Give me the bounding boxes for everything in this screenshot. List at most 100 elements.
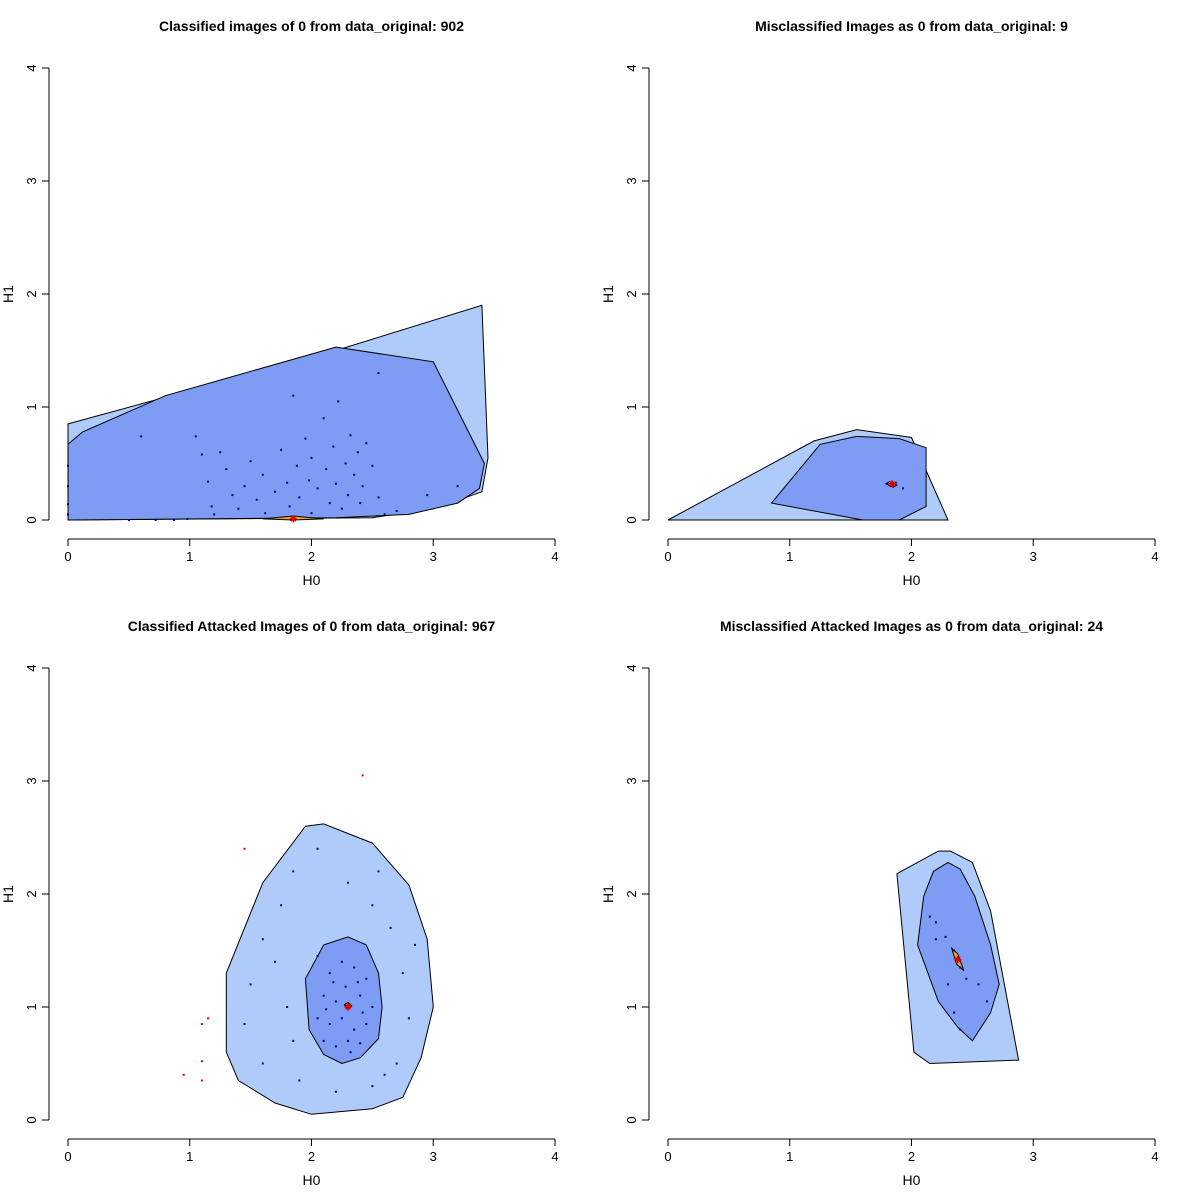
x-axis-label: H0: [303, 1172, 321, 1188]
data-point: [359, 994, 362, 997]
data-point: [377, 496, 380, 499]
data-point: [365, 1023, 368, 1025]
data-point: [207, 480, 209, 483]
data-point: [959, 1028, 962, 1031]
data-point: [377, 870, 380, 873]
x-tick-label: 2: [308, 1149, 315, 1164]
middle-region: [304, 936, 383, 1065]
outlier-point: [182, 1073, 185, 1076]
data-point: [414, 943, 416, 946]
y-tick-label: 2: [624, 890, 639, 897]
plot-title: Misclassified Attacked Images as 0 from …: [720, 618, 1103, 634]
y-tick-label: 4: [24, 664, 39, 671]
data-point: [172, 519, 175, 521]
median-marker: [889, 480, 895, 487]
data-point: [377, 372, 380, 375]
outlier-point: [243, 847, 246, 850]
y-tick-label: 4: [24, 64, 39, 71]
data-point: [286, 481, 289, 484]
data-point: [140, 435, 143, 438]
x-tick-label: 2: [908, 549, 915, 564]
x-axis-label: H0: [903, 572, 921, 588]
data-point: [389, 926, 392, 929]
data-point: [249, 983, 252, 986]
x-tick-label: 2: [908, 1149, 915, 1164]
data-point: [255, 498, 258, 501]
data-point: [334, 1045, 337, 1048]
middle-region: [67, 346, 485, 521]
data-point: [340, 1017, 343, 1020]
data-point: [295, 464, 298, 467]
plot-title: Classified images of 0 from data_origina…: [159, 18, 464, 34]
y-tick-label: 1: [624, 403, 639, 410]
x-tick-label: 2: [308, 549, 315, 564]
y-tick-label: 1: [624, 1003, 639, 1010]
data-point: [243, 1023, 246, 1025]
data-point: [353, 1028, 356, 1031]
data-point: [344, 985, 347, 988]
x-tick-label: 4: [551, 549, 558, 564]
y-tick-label: 4: [624, 664, 639, 671]
data-point: [959, 966, 962, 969]
y-tick-label: 2: [624, 290, 639, 297]
data-point: [328, 972, 331, 975]
data-point: [249, 460, 252, 463]
data-point: [407, 1017, 410, 1020]
data-point: [231, 494, 234, 497]
y-tick-label: 3: [24, 177, 39, 184]
data-point: [356, 451, 359, 454]
data-point: [308, 479, 311, 482]
y-axis-label: H1: [0, 885, 16, 903]
x-tick-label: 1: [186, 1149, 193, 1164]
data-point: [456, 485, 459, 488]
data-point: [371, 904, 374, 907]
data-point: [325, 1008, 328, 1011]
outlier-point: [200, 1023, 203, 1025]
data-point: [353, 473, 356, 476]
data-point: [349, 434, 352, 437]
y-tick-label: 3: [624, 177, 639, 184]
data-point: [225, 468, 228, 471]
data-point: [274, 960, 276, 963]
data-point: [340, 507, 343, 510]
median-marker: [345, 1004, 351, 1010]
data-point: [347, 494, 349, 497]
data-point: [337, 400, 340, 403]
data-point: [371, 1006, 374, 1008]
data-point: [334, 1000, 337, 1003]
data-point: [934, 938, 937, 941]
y-tick-label: 1: [24, 1003, 39, 1010]
data-point: [328, 1023, 331, 1025]
x-tick-label: 0: [64, 549, 71, 564]
y-tick-label: 3: [624, 777, 639, 784]
data-point: [292, 870, 295, 873]
data-point: [371, 1085, 374, 1088]
middle-region: [770, 435, 927, 521]
data-point: [347, 881, 349, 884]
data-point: [359, 1042, 362, 1045]
data-point: [328, 502, 331, 505]
data-point: [316, 1017, 319, 1020]
outlier-point: [200, 1079, 203, 1082]
data-point: [67, 485, 69, 488]
data-point: [200, 453, 203, 456]
data-point: [886, 482, 889, 485]
plot-panel-1: Classified images of 0 from data_origina…: [0, 18, 559, 588]
data-point: [332, 981, 335, 984]
y-tick-label: 4: [624, 64, 639, 71]
data-point: [280, 448, 283, 451]
y-axis-label: H1: [600, 285, 616, 303]
y-tick-label: 2: [24, 290, 39, 297]
y-tick-label: 0: [24, 516, 39, 523]
data-point: [344, 462, 347, 465]
y-tick-label: 0: [624, 516, 639, 523]
data-point: [310, 456, 313, 459]
data-point: [298, 1079, 301, 1082]
outlier-point: [200, 1060, 203, 1063]
plot-title: Misclassified Images as 0 from data_orig…: [755, 18, 1068, 34]
data-point: [426, 494, 429, 497]
data-point: [347, 1039, 349, 1042]
data-point: [292, 1039, 295, 1042]
median-marker: [290, 515, 297, 522]
